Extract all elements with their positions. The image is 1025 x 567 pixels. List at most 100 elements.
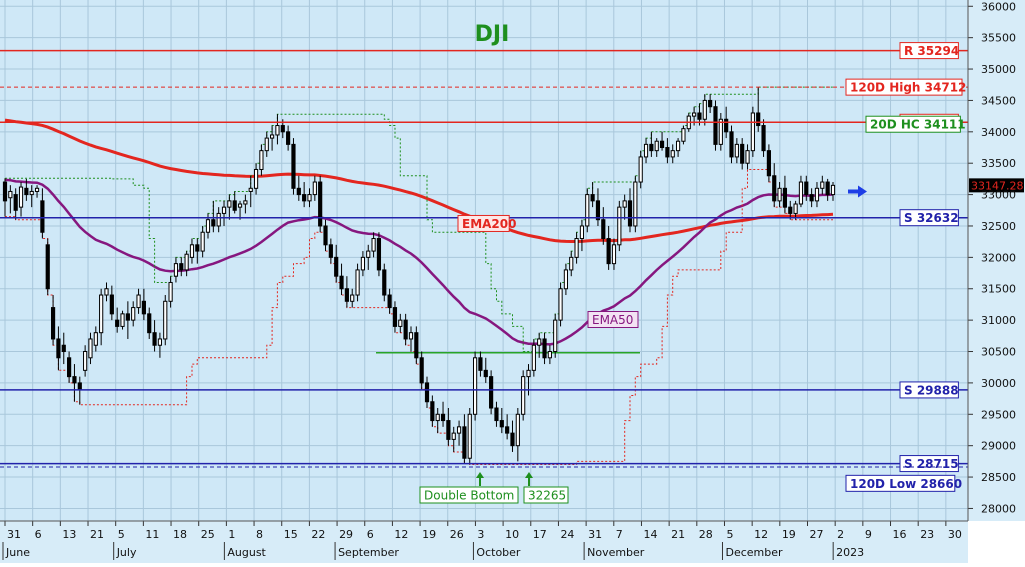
candle-body xyxy=(750,112,755,152)
support-label: S 28715 xyxy=(904,457,959,471)
annotations: EMA50 Double Bottom 32265 xyxy=(419,185,867,504)
candle-body xyxy=(585,194,590,227)
candle-body xyxy=(286,131,291,145)
candle xyxy=(745,144,750,170)
candle-body xyxy=(569,256,574,271)
candle xyxy=(189,238,195,264)
ema200-label: EMA200 xyxy=(462,217,516,231)
candle xyxy=(456,420,462,446)
candle xyxy=(29,185,34,208)
candle-body xyxy=(515,413,520,447)
candle xyxy=(766,144,771,183)
x-tick-label: 11 xyxy=(145,528,159,541)
candle xyxy=(302,182,307,208)
candle xyxy=(264,131,269,157)
candle xyxy=(195,238,200,264)
candle-body xyxy=(264,137,269,152)
candle-body xyxy=(99,294,104,334)
candle xyxy=(435,408,440,434)
x-tick-label: 19 xyxy=(782,528,796,541)
candle xyxy=(777,182,782,208)
y-tick-label: 31000 xyxy=(981,314,1016,327)
candle-body xyxy=(8,190,13,199)
y-tick-label: 34000 xyxy=(981,126,1016,139)
candle-body xyxy=(275,125,280,136)
candle-body xyxy=(643,143,649,158)
x-tick-label: 19 xyxy=(422,528,436,541)
candle-body xyxy=(622,200,627,208)
candle-body xyxy=(547,351,552,359)
candle-body xyxy=(147,313,152,334)
candle xyxy=(131,301,136,327)
candle xyxy=(440,401,446,427)
candle-body xyxy=(136,294,141,309)
candle xyxy=(638,150,643,189)
candle xyxy=(253,163,259,195)
candle xyxy=(419,351,424,390)
candle xyxy=(814,182,820,208)
x-tick-label: 21 xyxy=(90,528,104,541)
candle-body xyxy=(56,338,61,359)
candle xyxy=(136,288,141,314)
candle-body xyxy=(510,432,515,447)
candle xyxy=(627,188,633,233)
candle xyxy=(788,200,793,220)
candle xyxy=(537,332,542,358)
candle xyxy=(611,238,617,270)
candle-body xyxy=(708,99,713,108)
x-tick-label: 21 xyxy=(671,528,685,541)
candle xyxy=(163,295,168,346)
x-tick-label: 5 xyxy=(726,528,733,541)
candle xyxy=(307,188,312,208)
ema200-box xyxy=(457,214,510,232)
candle xyxy=(334,244,339,283)
support-box xyxy=(899,381,959,399)
candle-body xyxy=(403,319,408,340)
candle xyxy=(563,263,568,296)
candle xyxy=(643,138,649,164)
y-tick-label: 29000 xyxy=(981,440,1016,453)
y-tick-label: 32500 xyxy=(981,220,1016,233)
candle xyxy=(243,194,248,214)
candle-body xyxy=(670,150,675,158)
x-tick-label: 9 xyxy=(865,528,872,541)
candle xyxy=(483,357,488,383)
candle-body xyxy=(462,426,467,459)
candle-body xyxy=(617,206,622,246)
candle xyxy=(216,207,221,233)
candle-body xyxy=(312,181,317,196)
candle xyxy=(430,395,435,427)
candle xyxy=(414,326,419,365)
candle-body xyxy=(248,187,253,192)
candle-body xyxy=(537,338,542,346)
candle xyxy=(248,175,253,208)
candle-body xyxy=(173,263,179,277)
candle xyxy=(184,251,189,277)
double-bottom-box xyxy=(419,486,519,504)
candle xyxy=(750,106,755,157)
candle-body xyxy=(387,294,392,309)
support-label: S 29888 xyxy=(904,383,959,397)
candle xyxy=(617,200,622,252)
candle-body xyxy=(574,238,579,258)
support-box xyxy=(899,209,959,227)
x-tick-label: 18 xyxy=(173,528,187,541)
candles xyxy=(2,87,836,465)
candle xyxy=(312,175,317,201)
candle-body xyxy=(606,238,611,265)
candle xyxy=(681,125,686,145)
candle-body xyxy=(692,112,697,117)
candle-body xyxy=(595,200,601,221)
candle xyxy=(350,288,355,308)
candle xyxy=(510,420,515,452)
hc-20d-label: 20D HC 34111 xyxy=(870,118,966,132)
candle-body xyxy=(521,376,526,415)
candle xyxy=(515,408,520,462)
candle-body xyxy=(270,134,275,139)
candle xyxy=(157,332,163,358)
month-label: September xyxy=(338,546,399,559)
candle xyxy=(547,345,552,365)
candle-body xyxy=(809,194,814,202)
low-120d-label: 120D Low 28660 xyxy=(850,477,962,491)
x-tick-label: 27 xyxy=(810,528,824,541)
